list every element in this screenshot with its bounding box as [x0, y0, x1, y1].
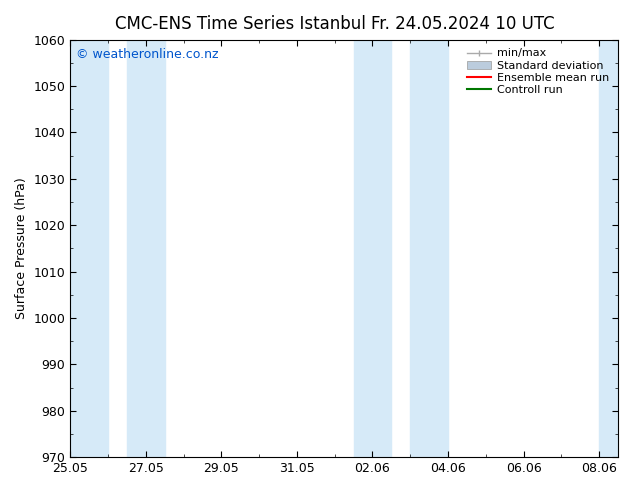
Bar: [127, 40, 165, 457]
Bar: [70, 40, 108, 457]
Text: Fr. 24.05.2024 10 UTC: Fr. 24.05.2024 10 UTC: [371, 15, 555, 33]
Bar: [354, 40, 391, 457]
Text: © weatheronline.co.nz: © weatheronline.co.nz: [76, 48, 218, 61]
Legend: min/max, Standard deviation, Ensemble mean run, Controll run: min/max, Standard deviation, Ensemble me…: [463, 45, 612, 98]
Bar: [599, 40, 634, 457]
Bar: [410, 40, 448, 457]
Text: CMC-ENS Time Series Istanbul: CMC-ENS Time Series Istanbul: [115, 15, 366, 33]
Y-axis label: Surface Pressure (hPa): Surface Pressure (hPa): [15, 177, 28, 319]
